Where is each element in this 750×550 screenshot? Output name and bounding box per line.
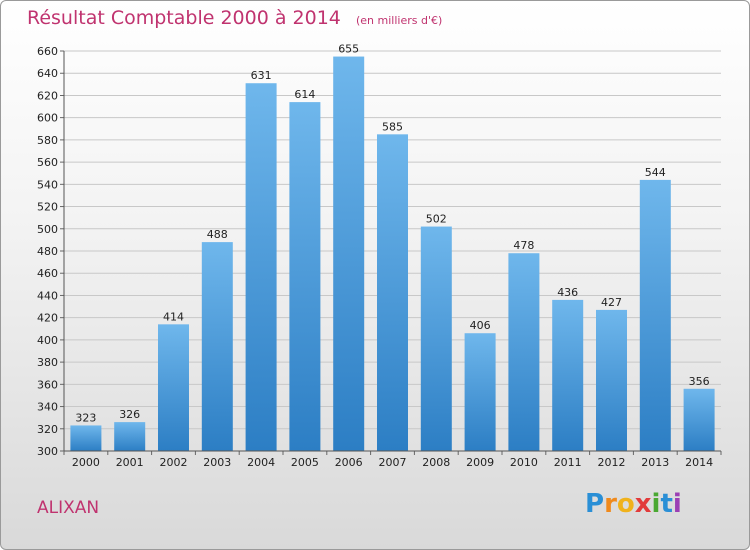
y-tick-label: 540	[37, 178, 58, 191]
y-axis-ticks: 300 320 340 360 380 400 420 440 460 480 500 520 540 5…	[37, 45, 64, 458]
x-tick-label-2000: 2000	[72, 456, 100, 469]
data-label-2004: 631	[251, 69, 272, 82]
bar-2001	[114, 422, 146, 451]
y-tick-label: 560	[37, 156, 58, 169]
x-tick-label-2012: 2012	[598, 456, 626, 469]
bar-2004	[245, 83, 277, 451]
bar-2008	[420, 226, 452, 451]
data-label-2013: 544	[645, 166, 666, 179]
data-label-2011: 436	[557, 286, 578, 299]
bar-2006	[333, 56, 365, 452]
data-label-2002: 414	[163, 310, 184, 323]
proxiti-logo: Proxiti	[585, 489, 682, 519]
data-label-2008: 502	[426, 213, 447, 226]
y-tick-label: 500	[37, 223, 58, 236]
bar-2011	[552, 299, 584, 451]
y-tick-label: 360	[37, 378, 58, 391]
y-tick-label: 340	[37, 401, 58, 414]
data-labels: 323 326 414 488 631 614 655 585 502 406 478 436 427 5…	[75, 43, 709, 425]
bar-2000	[70, 425, 102, 451]
x-tick-label-2001: 2001	[116, 456, 144, 469]
y-tick-label: 580	[37, 134, 58, 147]
x-tick-label-2010: 2010	[510, 456, 538, 469]
y-tick-label: 320	[37, 423, 58, 436]
data-label-2014: 356	[689, 375, 710, 388]
logo-letter: P	[585, 489, 605, 519]
bar-2010	[508, 253, 540, 451]
data-label-2007: 585	[382, 120, 403, 133]
logo-letter: o	[616, 489, 635, 519]
x-tick-label-2005: 2005	[291, 456, 319, 469]
data-label-2010: 478	[513, 239, 534, 252]
x-tick-label-2009: 2009	[466, 456, 494, 469]
y-tick-label: 640	[37, 67, 58, 80]
logo-letter: i	[672, 489, 682, 519]
logo-letter: t	[660, 489, 673, 519]
bar-2002	[158, 324, 189, 451]
x-tick-label-2008: 2008	[422, 456, 450, 469]
data-label-2005: 614	[294, 88, 315, 101]
data-label-2012: 427	[601, 296, 622, 309]
y-tick-label: 300	[37, 445, 58, 458]
y-tick-label: 420	[37, 312, 58, 325]
x-tick-label-2014: 2014	[685, 456, 713, 469]
bar-2014	[683, 388, 715, 451]
bar-2009	[464, 333, 496, 451]
chart-title: Résultat Comptable 2000 à 2014	[27, 7, 341, 29]
y-tick-label: 400	[37, 334, 58, 347]
data-label-2001: 326	[119, 408, 140, 421]
bar-2007	[377, 134, 408, 452]
x-tick-label-2006: 2006	[335, 456, 363, 469]
data-label-2003: 488	[207, 228, 228, 241]
bar-2012	[596, 309, 627, 451]
y-tick-label: 380	[37, 356, 58, 369]
bar-2005	[289, 102, 321, 451]
data-label-2006: 655	[338, 43, 359, 56]
x-tick-label-2002: 2002	[160, 456, 188, 469]
bars	[70, 56, 715, 452]
bar-2003	[201, 242, 233, 451]
y-tick-label: 520	[37, 201, 58, 214]
y-tick-label: 460	[37, 267, 58, 280]
x-tick-label-2013: 2013	[641, 456, 669, 469]
x-tick-label-2007: 2007	[379, 456, 407, 469]
y-tick-label: 440	[37, 289, 58, 302]
logo-letter: i	[651, 489, 661, 519]
data-label-2000: 323	[75, 411, 96, 424]
title-line: Résultat Comptable 2000 à 2014 (en milli…	[27, 7, 442, 29]
y-tick-label: 620	[37, 89, 58, 102]
logo-letter: x	[634, 489, 652, 519]
x-tick-label-2004: 2004	[247, 456, 275, 469]
x-tick-label-2003: 2003	[203, 456, 231, 469]
commune-name: ALIXAN	[37, 498, 100, 518]
x-axis-ticks: 2000 2001 2002 2003 2004 2005 2006 2007 2008 2009…	[63, 451, 722, 469]
y-tick-label: 600	[37, 112, 58, 125]
data-label-2009: 406	[470, 319, 491, 332]
bar-2013	[639, 179, 671, 451]
axes	[63, 51, 721, 452]
logo-letter: r	[604, 489, 617, 519]
x-tick-label-2011: 2011	[554, 456, 582, 469]
y-tick-label: 480	[37, 245, 58, 258]
chart-subtitle: (en milliers d'€)	[355, 14, 443, 27]
y-tick-label: 660	[37, 45, 58, 58]
